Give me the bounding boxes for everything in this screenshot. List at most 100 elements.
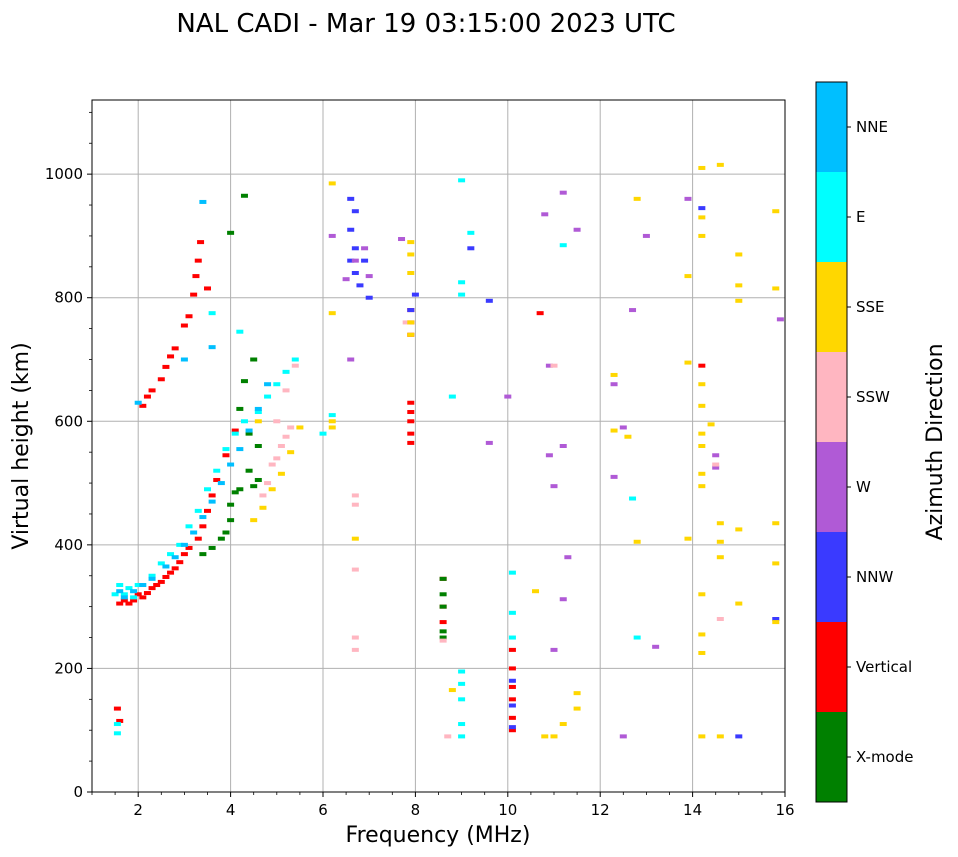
point-nne bbox=[254, 406, 262, 411]
point-e bbox=[448, 394, 456, 399]
grid-lines bbox=[92, 100, 785, 792]
point-vertical bbox=[116, 718, 124, 723]
point-w bbox=[776, 317, 784, 322]
point-sse bbox=[735, 601, 743, 606]
point-vertical bbox=[508, 684, 516, 689]
point-nnw bbox=[407, 308, 415, 313]
point-x-mode bbox=[439, 629, 447, 634]
point-sse bbox=[698, 650, 706, 655]
point-vertical bbox=[162, 364, 170, 369]
point-x-mode bbox=[250, 484, 258, 489]
point-vertical bbox=[439, 620, 447, 625]
colorbar-label: E bbox=[856, 208, 865, 226]
point-w bbox=[328, 233, 336, 238]
point-vertical bbox=[190, 292, 198, 297]
point-e bbox=[328, 413, 336, 418]
point-e bbox=[508, 570, 516, 575]
point-vertical bbox=[222, 453, 230, 458]
point-e bbox=[120, 592, 128, 597]
point-e bbox=[204, 487, 211, 492]
point-vertical bbox=[176, 560, 184, 565]
point-x-mode bbox=[240, 379, 248, 384]
point-nnw bbox=[508, 703, 516, 708]
point-e bbox=[467, 230, 475, 235]
colorbar-label: X-mode bbox=[856, 748, 913, 766]
point-nnw bbox=[361, 258, 369, 263]
point-vertical bbox=[407, 410, 415, 415]
point-sse bbox=[448, 688, 456, 693]
point-e bbox=[111, 592, 119, 597]
point-w bbox=[559, 190, 567, 195]
point-vertical bbox=[199, 524, 207, 529]
point-ssw bbox=[351, 635, 359, 640]
x-tick-label: 10 bbox=[498, 801, 517, 819]
point-sse bbox=[296, 425, 304, 430]
point-e bbox=[458, 292, 466, 297]
colorbar-segment bbox=[816, 622, 847, 712]
point-e bbox=[291, 357, 299, 362]
point-nne bbox=[264, 382, 272, 387]
point-nnw bbox=[351, 209, 359, 214]
point-sse bbox=[550, 734, 558, 739]
point-sse bbox=[250, 518, 258, 523]
point-e bbox=[236, 329, 244, 334]
point-x-mode bbox=[199, 552, 207, 557]
point-sse bbox=[633, 539, 641, 544]
point-ssw bbox=[291, 363, 299, 368]
point-sse bbox=[573, 691, 581, 696]
point-vertical bbox=[194, 258, 202, 263]
point-vertical bbox=[231, 428, 239, 433]
point-sse bbox=[735, 527, 743, 532]
point-ssw bbox=[287, 425, 295, 430]
point-e bbox=[157, 561, 165, 566]
point-x-mode bbox=[222, 530, 230, 535]
point-x-mode bbox=[439, 576, 447, 581]
point-nne bbox=[227, 462, 235, 467]
point-vertical bbox=[185, 545, 193, 550]
point-x-mode bbox=[227, 230, 235, 235]
point-vertical bbox=[171, 566, 179, 571]
point-sse bbox=[698, 592, 706, 597]
point-sse bbox=[610, 428, 618, 433]
point-e bbox=[458, 681, 466, 686]
point-sse bbox=[772, 620, 780, 625]
point-ssw bbox=[273, 419, 281, 424]
point-w bbox=[351, 258, 359, 263]
point-w bbox=[342, 277, 350, 282]
point-vertical bbox=[508, 728, 516, 733]
axes: 2 4 6 8 10 12 14 16 0 200 400 600 800 1000 bbox=[45, 111, 795, 819]
point-e bbox=[148, 573, 156, 578]
point-vertical bbox=[180, 323, 188, 328]
point-nnw bbox=[698, 206, 706, 211]
point-e bbox=[629, 496, 637, 501]
point-nne bbox=[208, 345, 216, 350]
point-w bbox=[610, 382, 618, 387]
point-w bbox=[629, 308, 637, 313]
point-nnw bbox=[485, 298, 493, 303]
point-sse bbox=[772, 209, 780, 214]
point-e bbox=[319, 431, 327, 436]
point-nne bbox=[139, 583, 147, 588]
x-tick-label: 6 bbox=[318, 801, 328, 819]
point-sse bbox=[698, 484, 706, 489]
point-nne bbox=[134, 400, 142, 405]
point-x-mode bbox=[236, 406, 244, 411]
point-nnw bbox=[772, 617, 780, 621]
point-x-mode bbox=[254, 444, 262, 448]
point-ssw bbox=[550, 363, 558, 368]
point-e bbox=[240, 419, 248, 424]
point-e bbox=[194, 508, 202, 513]
point-sse bbox=[254, 419, 262, 424]
point-w bbox=[619, 425, 627, 430]
point-sse bbox=[735, 283, 743, 288]
point-w bbox=[347, 357, 355, 362]
point-w bbox=[541, 212, 549, 217]
point-ssw bbox=[351, 493, 359, 498]
point-e bbox=[458, 280, 466, 285]
point-sse bbox=[259, 505, 267, 510]
point-vertical bbox=[171, 346, 179, 351]
point-e bbox=[508, 610, 516, 615]
point-sse bbox=[698, 382, 706, 387]
point-sse bbox=[698, 165, 706, 170]
point-nne bbox=[208, 499, 216, 504]
